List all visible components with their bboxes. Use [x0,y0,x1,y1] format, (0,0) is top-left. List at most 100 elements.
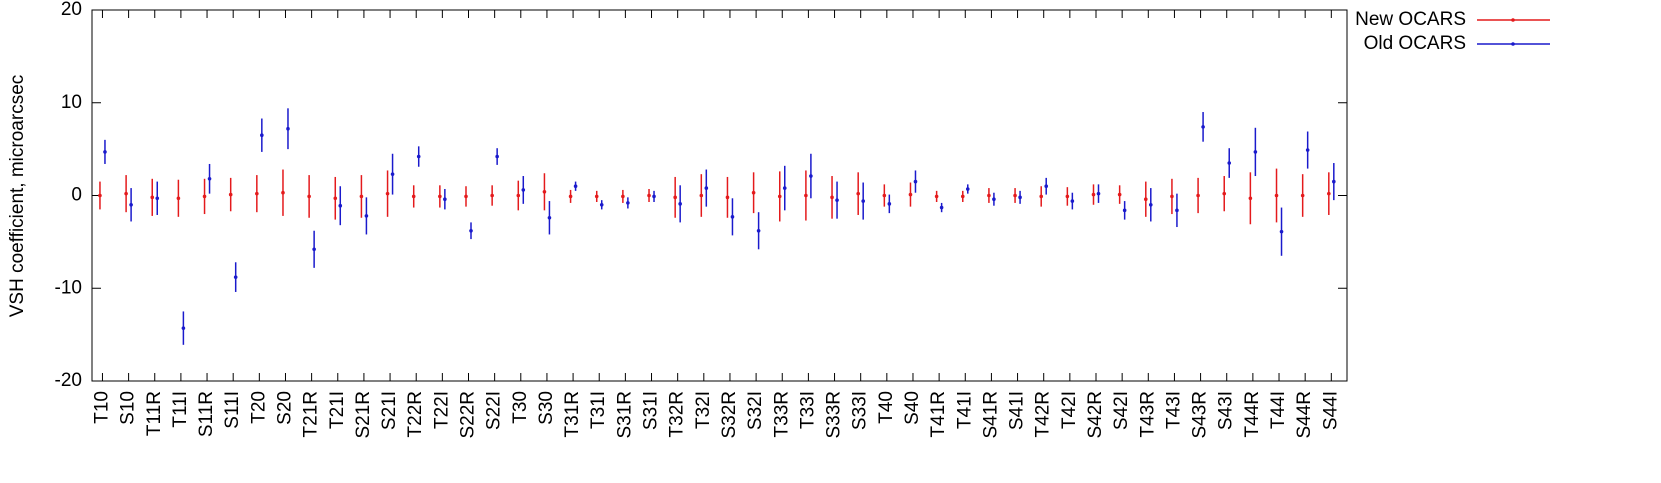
point [1117,192,1122,197]
point [281,190,285,195]
point [830,195,834,200]
point [599,202,604,207]
x-tick-label: T44I [1268,391,1289,429]
point [730,215,735,219]
point [621,194,625,199]
point [699,193,704,198]
point [1175,208,1179,213]
x-tick-label: S41I [1007,391,1028,430]
x-tick-label: T41I [954,391,975,429]
point [1122,208,1127,213]
point [1013,193,1017,198]
point [652,194,656,199]
point [856,191,860,196]
point [1248,196,1253,201]
x-tick-label: S40 [902,391,923,425]
x-tick-label: S33R [824,391,845,439]
point [181,326,186,330]
point [1196,193,1200,198]
point [255,191,259,196]
point [521,188,526,192]
x-tick-label: T43I [1163,391,1184,429]
point [1305,148,1310,152]
point [1201,125,1205,129]
x-tick-label: S32R [719,391,740,439]
y-tick-label: -10 [55,277,82,298]
point [364,214,369,218]
point [469,228,473,233]
point [547,215,552,220]
y-axis-label: VSH coefficient, microarcsec [7,75,28,318]
x-tick-label: T22I [431,391,452,429]
point [1039,194,1044,199]
point [438,194,442,199]
x-tick-label: S22I [484,391,505,430]
point [1170,194,1174,199]
point [260,133,264,138]
point [390,172,395,176]
point [1300,193,1305,198]
y-tick-label: -20 [55,370,82,391]
x-tick-label: S42I [1111,391,1132,430]
point [495,154,499,159]
point [913,179,918,184]
x-tick-label: S11I [222,391,243,429]
x-tick-label: T20 [248,391,269,424]
x-tick-label: T33I [797,391,818,429]
point [809,174,813,178]
point [286,126,290,131]
point [992,197,996,202]
point [176,196,181,201]
point [1091,192,1096,197]
point [882,193,887,198]
point [751,190,756,195]
legend-marker [1511,18,1515,22]
point [150,195,155,200]
point [934,194,939,199]
point [202,194,207,199]
legend-label: New OCARS [1355,9,1466,30]
x-tick-label: T22R [405,391,426,437]
x-tick-label: T32I [693,391,714,429]
point [1070,199,1075,203]
point [416,154,421,159]
point [490,193,494,198]
point [782,186,787,190]
x-tick-label: T42R [1033,391,1054,437]
point [725,195,730,200]
x-tick-label: S44R [1294,391,1315,439]
point [464,194,468,199]
point [1274,193,1279,198]
point [804,193,808,198]
point [338,203,343,208]
point [228,192,233,197]
point [103,150,107,154]
point [987,193,991,198]
point [1253,150,1258,154]
point [333,196,338,201]
x-tick-label: S43I [1216,391,1237,430]
point [233,275,238,279]
x-tick-label: T44R [1242,391,1263,437]
point [1096,191,1101,196]
x-tick-label: S33I [850,391,871,430]
point [965,187,970,191]
point [443,197,447,202]
x-tick-label: S44I [1320,391,1341,430]
point [124,191,128,196]
x-tick-label: S30 [536,391,557,425]
point [626,201,630,205]
x-tick-label: T31R [562,391,583,437]
point [960,194,965,199]
x-tick-label: S11R [196,391,217,437]
point [673,195,677,200]
x-tick-label: S22R [458,391,479,439]
point [1327,191,1331,196]
point [887,202,892,206]
point [1065,194,1070,199]
point [1222,191,1227,196]
point [411,194,416,199]
point [542,189,547,194]
point [129,202,133,207]
